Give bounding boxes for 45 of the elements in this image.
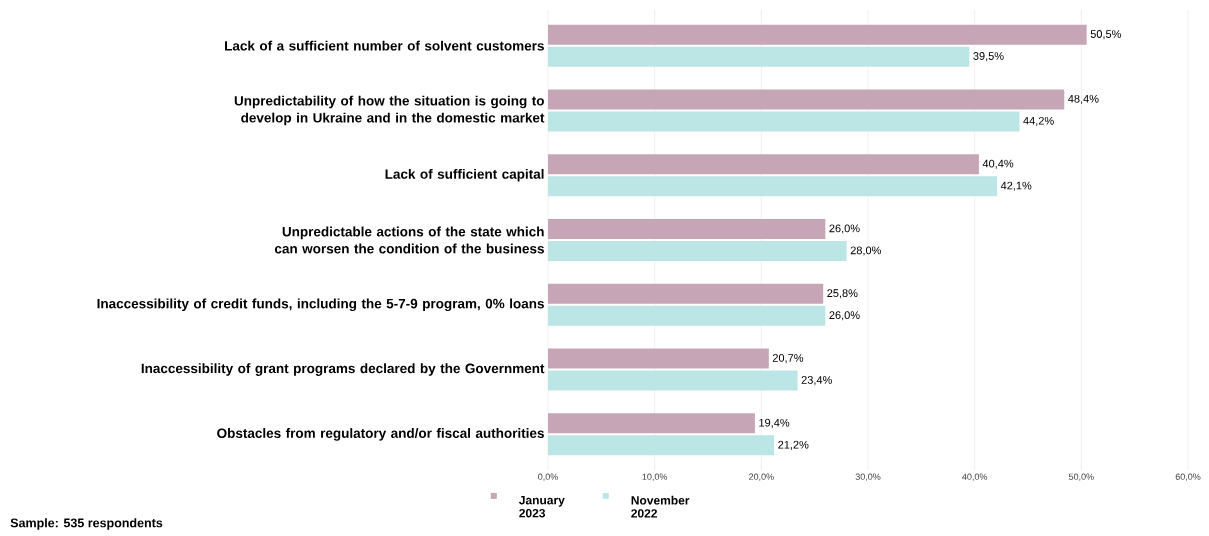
data-label: 44,2% — [1023, 116, 1054, 126]
y-tick-label: Inaccessibility of grant programs declared by the Government — [141, 363, 545, 376]
bar — [548, 89, 1065, 110]
x-tick-label: 40,0% — [962, 473, 988, 481]
data-label: 26,0% — [829, 311, 860, 321]
x-tick-label: 10,0% — [642, 473, 668, 481]
data-label: 23,4% — [801, 376, 832, 386]
bar — [548, 241, 847, 262]
bar — [548, 283, 824, 304]
bar — [548, 176, 998, 197]
data-label: 19,4% — [759, 418, 790, 428]
y-tick-label: Lack of a sufficient number of solvent customers — [225, 40, 544, 51]
data-label: 21,2% — [778, 440, 809, 450]
bar — [548, 219, 826, 240]
legend-label: January 2023 — [518, 496, 565, 518]
data-label: 42,1% — [1000, 181, 1032, 191]
bar — [548, 413, 755, 434]
data-label: 50,5% — [1090, 30, 1121, 40]
y-tick-label: Unpredictable actions of the state which can worsen the condition of the business — [274, 226, 544, 254]
data-label: 39,5% — [973, 52, 1004, 62]
bar — [548, 46, 970, 67]
x-tick-label: 60,0% — [1175, 473, 1201, 481]
bar — [548, 111, 1020, 132]
y-tick-label: Obstacles from regulatory and/or fiscal authorities — [217, 428, 544, 441]
x-tick-label: 20,0% — [749, 473, 774, 481]
y-tick-label: Inaccessibility of credit funds, including the 5-7-9 program, 0% loans — [97, 298, 544, 312]
x-tick-label: 30,0% — [855, 473, 881, 481]
bar — [548, 370, 798, 391]
data-label: 25,8% — [827, 289, 858, 299]
x-tick-label: 0,0% — [538, 473, 558, 481]
data-label: 20,7% — [772, 354, 804, 364]
y-tick-label: Lack of sufficient capital — [385, 168, 544, 182]
bar — [548, 435, 775, 456]
text: Sample: 535 respondents — [10, 518, 163, 530]
data-label: 48,4% — [1068, 94, 1099, 104]
x-tick-label: 50,0% — [1068, 473, 1094, 481]
y-tick-label: Unpredictability of how the situation is going to develop in Ukraine and in the domestic market — [234, 95, 545, 126]
data-label: 28,0% — [850, 246, 881, 256]
legend-label: November 2022 — [631, 495, 690, 518]
bar — [548, 24, 1087, 45]
bar — [548, 348, 769, 369]
bar — [548, 154, 979, 175]
bar — [548, 305, 826, 326]
data-label: 40,4% — [982, 159, 1014, 169]
data-label: 26,0% — [829, 224, 860, 234]
